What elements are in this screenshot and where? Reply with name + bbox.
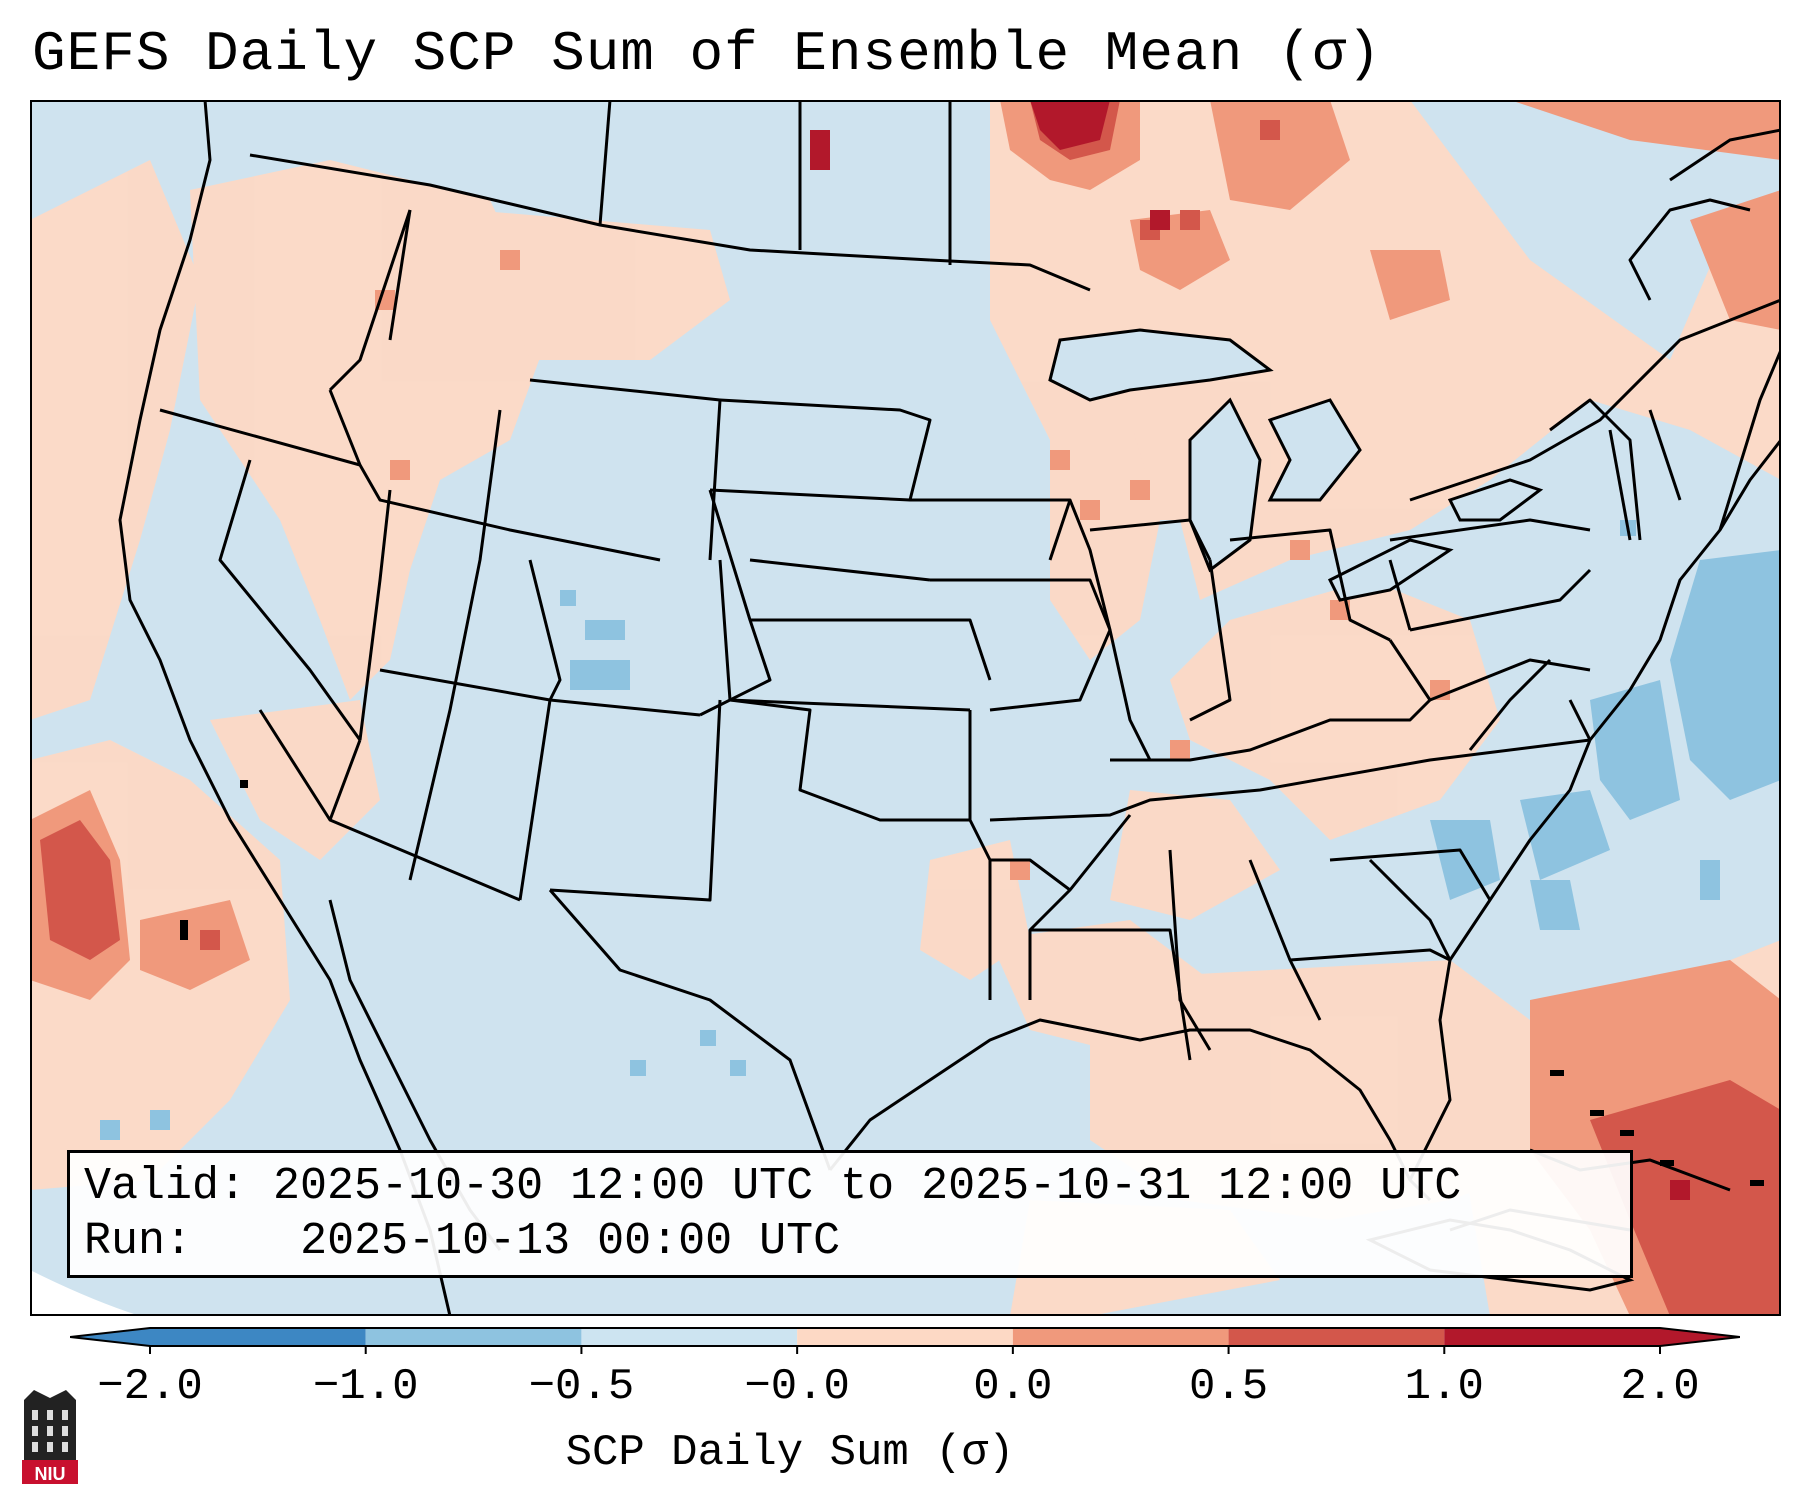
colorbar-label: SCP Daily Sum (σ) [565, 1428, 1015, 1478]
valid-run-box: Valid: 2025-10-30 12:00 UTC to 2025-10-3… [67, 1150, 1633, 1278]
colorbar-segment [1228, 1328, 1445, 1346]
colorbar-tick-label: 2.0 [1620, 1362, 1700, 1412]
forecast-map [30, 100, 1781, 1316]
colorbar-tick-label: 0.0 [973, 1362, 1053, 1412]
run-label: Run: [84, 1216, 193, 1267]
colorbar-tick-label: −0.0 [744, 1362, 850, 1412]
logo-text: NIU [35, 1464, 66, 1484]
islands [180, 780, 1764, 1186]
colorbar-segment [581, 1328, 798, 1346]
colorbar-tick-label: 0.5 [1188, 1362, 1269, 1412]
colorbar [70, 1327, 1740, 1354]
colorbar-extend-right [1660, 1328, 1740, 1346]
valid-label: Valid: [84, 1161, 247, 1212]
colorbar-tick-label: 1.0 [1404, 1362, 1484, 1412]
colorbar-tick-label: −1.0 [312, 1362, 419, 1412]
colorbar-tick-label: −2.0 [97, 1362, 203, 1412]
niu-logo: NIU [22, 1390, 78, 1484]
colorbar-segment [365, 1328, 582, 1346]
map-corner-white [30, 1270, 140, 1316]
valid-value: 2025-10-30 12:00 UTC to 2025-10-31 12:00… [273, 1161, 1462, 1212]
map-title: GEFS Daily SCP Sum of Ensemble Mean (σ) [32, 22, 1382, 86]
colorbar-extend-left [70, 1328, 150, 1346]
run-value: 2025-10-13 00:00 UTC [300, 1216, 841, 1267]
state-borders [159, 100, 1781, 1171]
colorbar-segment [1012, 1328, 1229, 1346]
colorbar-segment [797, 1328, 1013, 1346]
peak-anomaly-areas [810, 100, 1690, 1200]
colorbar-segment [1444, 1328, 1660, 1346]
colorbar-tick-label: −0.5 [528, 1362, 635, 1412]
negative-anomaly-areas [100, 520, 1781, 1140]
colorbar-segment [150, 1328, 366, 1346]
great-lakes [1048, 328, 1544, 602]
